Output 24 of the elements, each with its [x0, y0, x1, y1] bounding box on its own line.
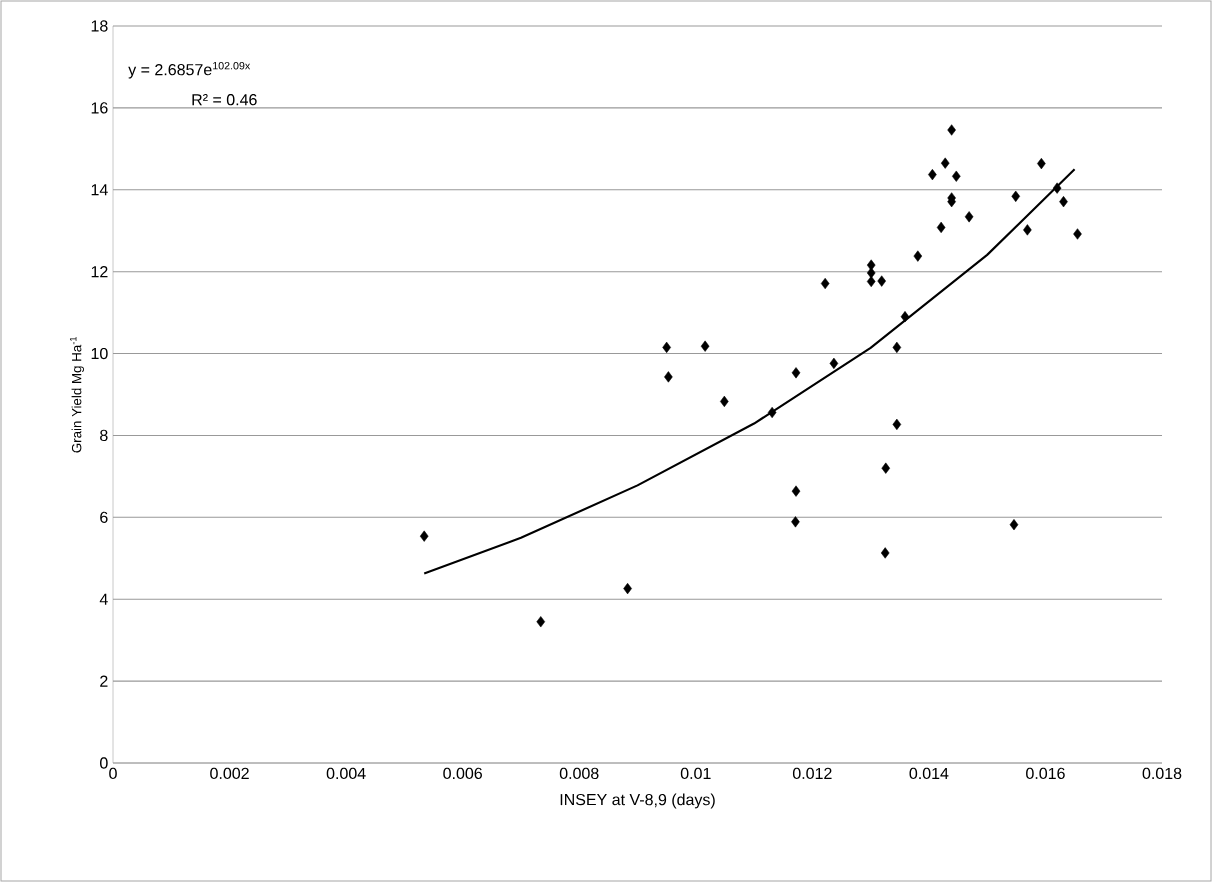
x-tick-label: 0.006 [443, 767, 482, 780]
annotation: R² = 0.46 [192, 94, 257, 106]
x-tick-label: 0.018 [1142, 767, 1182, 780]
y-axis-title: Grain Yield Mg Ha$^{-1}$ [69, 336, 84, 453]
y-tick-label: 6 [100, 511, 108, 523]
y-tick-label: 12 [91, 266, 108, 278]
y-tick-label: 16 [91, 102, 108, 114]
x-tick-label: 0.01 [680, 767, 711, 780]
y-tick-label: 0 [100, 757, 108, 769]
y-tick-label: 18 [91, 20, 108, 32]
x-tick-label: 0 [109, 767, 117, 780]
y-tick-label: 14 [91, 184, 108, 196]
y-tick-label: 4 [99, 593, 108, 605]
x-tick-label: 0.014 [909, 767, 949, 780]
x-tick-label: 0.004 [326, 767, 366, 780]
annotation: y = 2.6857e$^{102.09x}$ [128, 61, 251, 79]
x-tick-label: 0.002 [210, 767, 249, 780]
y-tick-label: 8 [100, 429, 108, 442]
x-axis-title: INSEY at V-8,9 (days) [560, 793, 715, 809]
x-tick-label: 0.016 [1026, 767, 1065, 780]
y-tick-label: 10 [91, 347, 108, 360]
x-tick-label: 0.008 [559, 767, 599, 780]
x-tick-label: 0.012 [792, 767, 832, 780]
y-tick-label: 2 [100, 675, 108, 687]
